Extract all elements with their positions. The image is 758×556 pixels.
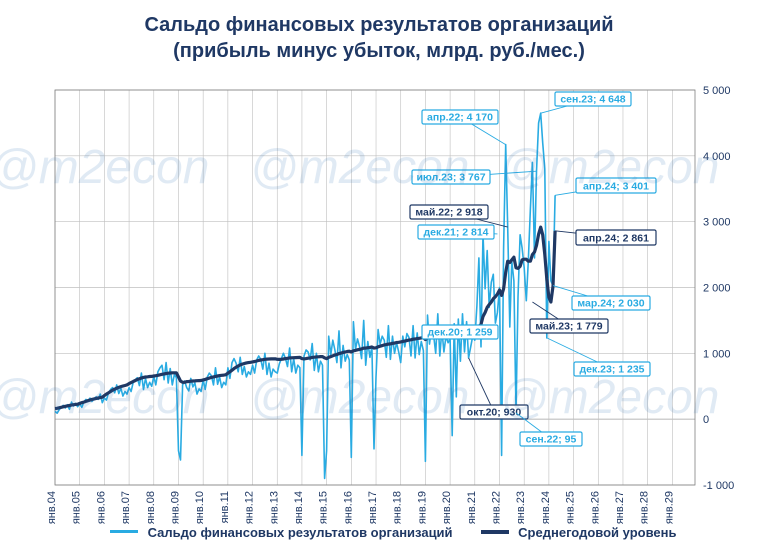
svg-text:янв.16: янв.16 (342, 491, 354, 524)
svg-text:янв.29: янв.29 (663, 491, 675, 524)
svg-text:янв.10: янв.10 (194, 491, 206, 524)
svg-text:янв.28: янв.28 (639, 491, 651, 524)
svg-text:5 000: 5 000 (703, 85, 731, 97)
svg-text:янв.08: янв.08 (145, 491, 157, 524)
svg-text:янв.25: янв.25 (565, 491, 577, 524)
svg-text:янв.05: янв.05 (71, 491, 83, 524)
svg-text:янв.22: янв.22 (491, 491, 503, 524)
svg-text:дек.21; 2 814: дек.21; 2 814 (423, 227, 488, 239)
svg-text:янв.27: янв.27 (614, 491, 626, 524)
svg-text:янв.24: янв.24 (540, 491, 552, 524)
svg-text:апр.24; 2 861: апр.24; 2 861 (583, 233, 649, 245)
legend-label-2: Среднегодовой уровень (518, 525, 676, 540)
svg-text:2 000: 2 000 (703, 283, 731, 295)
legend-swatch-1 (110, 530, 138, 533)
legend-item-1: Сальдо финансовых результатов организаци… (110, 525, 453, 540)
svg-text:сен.23; 4 648: сен.23; 4 648 (560, 94, 625, 106)
svg-text:янв.23: янв.23 (515, 491, 527, 524)
chart-title-line2: (прибыль минус убыток, млрд. руб./мес.) (0, 40, 758, 63)
svg-text:янв.12: янв.12 (244, 491, 256, 524)
legend-swatch-2 (481, 530, 509, 534)
svg-text:янв.20: янв.20 (441, 491, 453, 524)
svg-text:янв.13: янв.13 (268, 491, 280, 524)
svg-text:янв.26: янв.26 (589, 491, 601, 524)
chart-title-line1: Сальдо финансовых результатов организаци… (0, 14, 758, 37)
chart-container: Сальдо финансовых результатов организаци… (0, 0, 758, 551)
svg-text:янв.19: янв.19 (416, 491, 428, 524)
svg-text:янв.15: янв.15 (318, 491, 330, 524)
svg-text:янв.11: янв.11 (219, 491, 231, 523)
legend-label-1: Сальдо финансовых результатов организаци… (148, 525, 453, 540)
plot-svg: -1 000 0 1 000 2 000 3 000 4 000 5 000 янв.04 ян… (0, 0, 758, 551)
svg-text:янв.09: янв.09 (169, 491, 181, 524)
svg-text:янв.14: янв.14 (293, 491, 305, 524)
svg-text:апр.24; 3 401: апр.24; 3 401 (583, 181, 649, 193)
svg-text:мар.24; 2 030: мар.24; 2 030 (577, 298, 644, 310)
legend: Сальдо финансовых результатов организаци… (110, 525, 676, 540)
svg-text:янв.04: янв.04 (46, 491, 58, 524)
svg-text:апр.22; 4 170: апр.22; 4 170 (427, 112, 493, 124)
svg-text:0: 0 (703, 414, 709, 426)
svg-text:янв.17: янв.17 (367, 491, 379, 524)
svg-text:май.22; 2 918: май.22; 2 918 (415, 207, 482, 219)
svg-text:июл.23; 3 767: июл.23; 3 767 (416, 172, 485, 184)
legend-item-2: Среднегодовой уровень (481, 525, 677, 540)
svg-text:дек.23; 1 235: дек.23; 1 235 (579, 364, 644, 376)
svg-text:1 000: 1 000 (703, 348, 731, 360)
svg-text:янв.21: янв.21 (466, 491, 478, 524)
svg-text:-1 000: -1 000 (703, 480, 734, 492)
svg-text:янв.07: янв.07 (120, 491, 132, 524)
svg-text:май.23; 1 779: май.23; 1 779 (535, 321, 602, 333)
svg-text:дек.20; 1 259: дек.20; 1 259 (427, 327, 492, 339)
svg-text:янв.18: янв.18 (392, 491, 404, 524)
svg-text:окт.20; 930: окт.20; 930 (467, 407, 522, 419)
svg-text:3 000: 3 000 (703, 217, 731, 229)
svg-text:4 000: 4 000 (703, 151, 731, 163)
svg-text:янв.06: янв.06 (95, 491, 107, 524)
svg-text:сен.22; 95: сен.22; 95 (526, 434, 577, 446)
